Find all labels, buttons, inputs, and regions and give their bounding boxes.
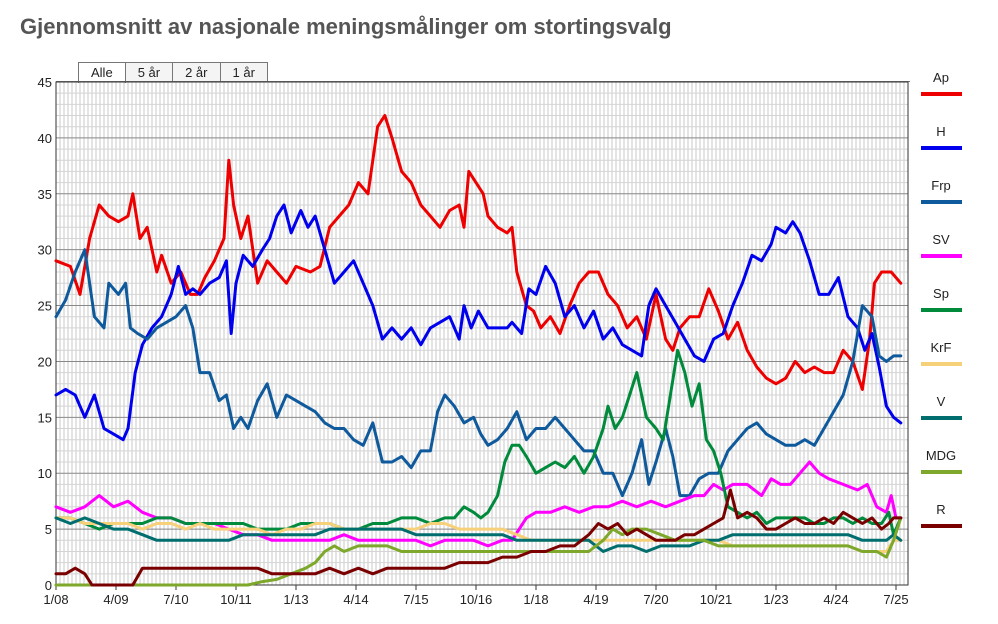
x-tick-label: 4/19 xyxy=(583,592,608,607)
y-tick-label: 0 xyxy=(45,578,52,593)
y-tick-label: 15 xyxy=(38,410,52,425)
y-tick-label: 30 xyxy=(38,243,52,258)
series-line-mdg xyxy=(54,516,903,587)
legend: Ap H Frp SV Sp KrF V MDG R xyxy=(921,70,962,528)
x-tick-label: 7/20 xyxy=(643,592,668,607)
series-line-sp xyxy=(54,348,903,537)
series-line-ap xyxy=(54,114,903,391)
y-tick-label: 45 xyxy=(38,75,52,90)
legend-label-sp: Sp xyxy=(933,286,949,301)
legend-label-r: R xyxy=(936,502,945,517)
x-tick-label: 4/09 xyxy=(103,592,128,607)
series-line-v xyxy=(54,516,903,553)
x-tick-label: 10/16 xyxy=(460,592,493,607)
x-tick-label: 7/25 xyxy=(883,592,908,607)
x-tick-label: 4/24 xyxy=(823,592,848,607)
y-tick-label: 20 xyxy=(38,354,52,369)
legend-label-h: H xyxy=(936,124,945,139)
series-line-h xyxy=(54,203,903,442)
y-tick-label: 25 xyxy=(38,299,52,314)
x-tick-label: 1/23 xyxy=(763,592,788,607)
x-tick-label: 10/21 xyxy=(700,592,733,607)
x-tick-label: 10/11 xyxy=(220,592,252,607)
x-tick-label: 4/14 xyxy=(343,592,368,607)
grid xyxy=(55,81,909,586)
y-tick-label: 5 xyxy=(45,522,52,537)
tab-5-ar[interactable]: 5 år xyxy=(124,62,174,82)
legend-label-frp: Frp xyxy=(931,178,951,193)
series-line-r xyxy=(54,488,903,587)
x-tick-label: 1/08 xyxy=(43,592,68,607)
y-axis: 0 5 10 15 20 25 30 35 40 45 xyxy=(38,75,52,593)
series-lines xyxy=(54,114,903,587)
y-tick-label: 40 xyxy=(38,131,52,146)
legend-label-krf: KrF xyxy=(931,340,952,355)
x-tick-label: 7/10 xyxy=(163,592,188,607)
legend-label-ap: Ap xyxy=(933,70,949,85)
x-tick-label: 1/13 xyxy=(283,592,308,607)
period-tabs: Alle 5 år 2 år 1 år xyxy=(78,62,268,83)
page-title: Gjennomsnitt av nasjonale meningsmålinge… xyxy=(20,14,672,39)
legend-label-v: V xyxy=(937,394,946,409)
y-tick-label: 35 xyxy=(38,187,52,202)
series-line-frp xyxy=(54,248,903,498)
x-tick-label: 1/18 xyxy=(523,592,548,607)
legend-label-mdg: MDG xyxy=(926,448,956,463)
plot-frame xyxy=(55,81,909,586)
tab-1-ar[interactable]: 1 år xyxy=(219,62,268,82)
y-tick-label: 10 xyxy=(38,466,52,481)
x-tick-label: 7/15 xyxy=(403,592,428,607)
x-axis: 1/08 4/09 7/10 10/11 1/13 4/14 7/15 10/16 1/18 4/… xyxy=(43,585,909,607)
legend-label-sv: SV xyxy=(932,232,950,247)
